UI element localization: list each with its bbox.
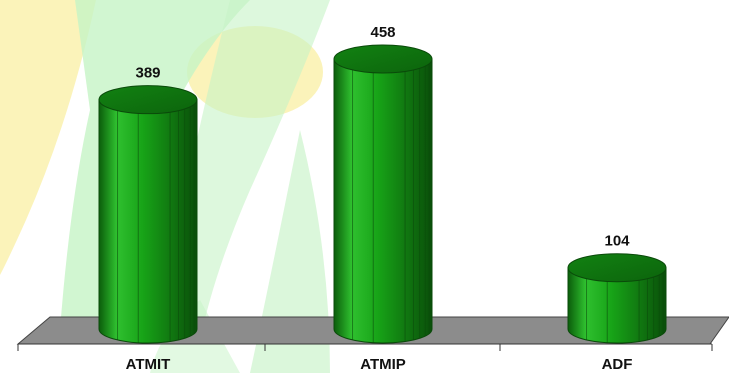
bar-body [333,58,433,344]
data-label-atmit: 389 [135,65,160,82]
data-label-atmip: 458 [370,24,395,41]
bar-atmip [333,44,433,344]
category-label-atmip: ATMIP [360,356,406,373]
bar-top-cap [333,44,433,74]
data-label-adf: 104 [604,233,630,250]
bar-adf [567,253,667,344]
bar-atmit [98,85,198,344]
category-label-adf: ADF [602,356,633,373]
category-label-atmit: ATMIT [126,356,171,373]
bar-body [98,99,198,344]
bar-top-cap [98,85,198,115]
bar-body [567,267,667,344]
bar-top-cap [567,253,667,283]
